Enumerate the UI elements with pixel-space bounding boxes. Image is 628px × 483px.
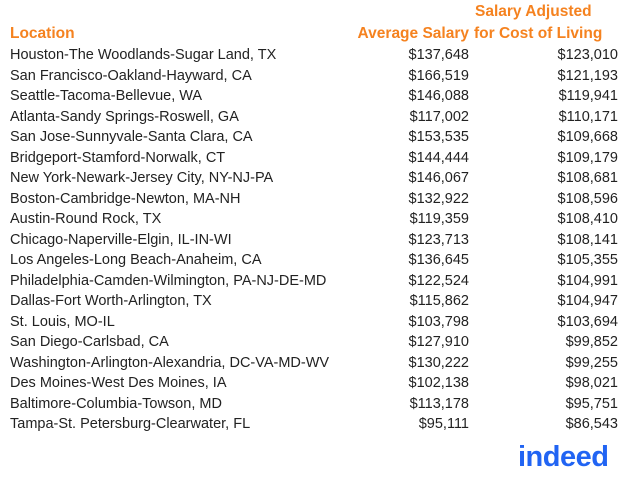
location-cell: Atlanta-Sandy Springs-Roswell, GA — [10, 108, 239, 125]
location-cell: Austin-Round Rock, TX — [10, 211, 162, 227]
adjusted-salary-cell: $123,010 — [557, 47, 618, 63]
adjusted-salary-cell: $108,681 — [557, 170, 618, 186]
adjusted-salary-cell: $95,751 — [565, 395, 618, 412]
adjusted-salary-cell: $99,255 — [565, 354, 618, 371]
adjusted-salary-cell: $104,947 — [557, 293, 618, 309]
table-row: Los Angeles-Long Beach-Anaheim, CA $136,6… — [0, 250, 628, 271]
adjusted-salary-column-header-line1: Salary Adjusted — [475, 3, 592, 20]
table-row: Boston-Cambridge-Newton, MA-NH $132,922 $1… — [0, 189, 628, 210]
average-salary-cell: $132,922 — [408, 190, 469, 207]
average-salary-cell: $136,645 — [408, 252, 469, 268]
average-salary-cell: $137,648 — [408, 47, 469, 63]
adjusted-salary-cell: $98,021 — [565, 375, 618, 391]
adjusted-salary-cell: $110,171 — [558, 108, 618, 125]
location-cell: Washington-Arlington-Alexandria, DC-VA-M… — [10, 354, 330, 371]
location-cell: New York-Newark-Jersey City, NY-NJ-PA — [10, 170, 274, 186]
adjusted-salary-cell: $121,193 — [557, 67, 618, 84]
adjusted-salary-cell: $109,668 — [557, 129, 618, 145]
table-row: Dallas-Fort Worth-Arlington, TX $115,862 $… — [0, 291, 628, 312]
location-cell: Philadelphia-Camden-Wilmington, PA-NJ-DE… — [10, 272, 327, 289]
average-salary-cell: $103,798 — [408, 313, 469, 330]
adjusted-salary-cell: $86,543 — [565, 416, 618, 432]
adjusted-salary-cell: $109,179 — [557, 149, 618, 166]
average-salary-cell: $113,178 — [409, 395, 469, 412]
table-row: Philadelphia-Camden-Wilmington, PA-NJ-DE… — [0, 271, 628, 292]
average-salary-cell: $119,359 — [409, 211, 469, 227]
location-column-header: Location — [10, 25, 75, 42]
location-cell: Dallas-Fort Worth-Arlington, TX — [10, 293, 212, 309]
salary-table-body: Houston-The Woodlands-Sugar Land, TX $137… — [0, 45, 628, 435]
location-cell: San Diego-Carlsbad, CA — [10, 334, 169, 350]
average-salary-cell: $146,088 — [408, 88, 469, 104]
table-row: Chicago-Naperville-Elgin, IL-IN-WI $123,7… — [0, 230, 628, 251]
location-cell: Tampa-St. Petersburg-Clearwater, FL — [10, 416, 251, 432]
table-row: San Diego-Carlsbad, CA $127,910 $99,852 — [0, 332, 628, 353]
average-salary-column-header: Average Salary — [357, 25, 469, 42]
location-cell: Chicago-Naperville-Elgin, IL-IN-WI — [10, 231, 232, 248]
average-salary-cell: $153,535 — [408, 129, 469, 145]
average-salary-cell: $117,002 — [409, 108, 469, 125]
table-row: Atlanta-Sandy Springs-Roswell, GA $117,00… — [0, 107, 628, 128]
table-row: St. Louis, MO-IL $103,798 $103,694 — [0, 312, 628, 333]
table-row: San Francisco-Oakland-Hayward, CA $166,51… — [0, 66, 628, 87]
adjusted-salary-cell: $119,941 — [558, 88, 618, 104]
location-cell: San Jose-Sunnyvale-Santa Clara, CA — [10, 129, 253, 145]
location-cell: Des Moines-West Des Moines, IA — [10, 375, 227, 391]
adjusted-salary-cell: $104,991 — [557, 272, 618, 289]
indeed-logo: indeed — [518, 441, 609, 473]
average-salary-cell: $127,910 — [408, 334, 469, 350]
adjusted-salary-cell: $108,596 — [557, 190, 618, 207]
location-cell: St. Louis, MO-IL — [10, 313, 115, 330]
location-cell: Houston-The Woodlands-Sugar Land, TX — [10, 47, 277, 63]
adjusted-salary-column-header-line2: for Cost of Living — [474, 25, 603, 42]
location-cell: Bridgeport-Stamford-Norwalk, CT — [10, 149, 226, 166]
average-salary-cell: $146,067 — [408, 170, 469, 186]
table-row: Baltimore-Columbia-Towson, MD $113,178 $95… — [0, 394, 628, 415]
location-cell: Boston-Cambridge-Newton, MA-NH — [10, 190, 241, 207]
table-row: Seattle-Tacoma-Bellevue, WA $146,088 $119,… — [0, 86, 628, 107]
average-salary-cell: $102,138 — [408, 375, 469, 391]
location-cell: Los Angeles-Long Beach-Anaheim, CA — [10, 252, 262, 268]
table-row: San Jose-Sunnyvale-Santa Clara, CA $153,5… — [0, 127, 628, 148]
average-salary-cell: $95,111 — [418, 416, 469, 432]
adjusted-salary-cell: $99,852 — [565, 334, 618, 350]
table-row: Washington-Arlington-Alexandria, DC-VA-M… — [0, 353, 628, 374]
average-salary-cell: $144,444 — [408, 149, 469, 166]
table-row: New York-Newark-Jersey City, NY-NJ-PA $14… — [0, 168, 628, 189]
table-header: Location Average Salary Salary Adjusted … — [0, 0, 628, 46]
table-row: Houston-The Woodlands-Sugar Land, TX $137… — [0, 45, 628, 66]
average-salary-cell: $122,524 — [408, 272, 469, 289]
table-row: Austin-Round Rock, TX $119,359 $108,410 — [0, 209, 628, 230]
location-cell: Seattle-Tacoma-Bellevue, WA — [10, 88, 203, 104]
location-cell: Baltimore-Columbia-Towson, MD — [10, 395, 222, 412]
average-salary-cell: $130,222 — [408, 354, 469, 371]
average-salary-cell: $123,713 — [408, 231, 469, 248]
location-cell: San Francisco-Oakland-Hayward, CA — [10, 67, 252, 84]
adjusted-salary-cell: $108,410 — [557, 211, 618, 227]
table-row: Tampa-St. Petersburg-Clearwater, FL $95,1… — [0, 414, 628, 435]
table-row: Bridgeport-Stamford-Norwalk, CT $144,444 $… — [0, 148, 628, 169]
average-salary-cell: $115,862 — [409, 293, 469, 309]
adjusted-salary-cell: $105,355 — [557, 252, 618, 268]
average-salary-cell: $166,519 — [408, 67, 469, 84]
adjusted-salary-cell: $103,694 — [557, 313, 618, 330]
table-row: Des Moines-West Des Moines, IA $102,138 $9… — [0, 373, 628, 394]
adjusted-salary-cell: $108,141 — [557, 231, 618, 248]
